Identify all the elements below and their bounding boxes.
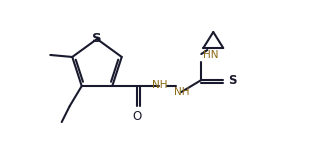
Text: S: S xyxy=(92,32,102,46)
Text: O: O xyxy=(133,110,142,123)
Text: HN: HN xyxy=(203,50,219,60)
Text: NH: NH xyxy=(151,80,167,90)
Text: NH: NH xyxy=(173,87,189,97)
Text: S: S xyxy=(228,74,237,87)
